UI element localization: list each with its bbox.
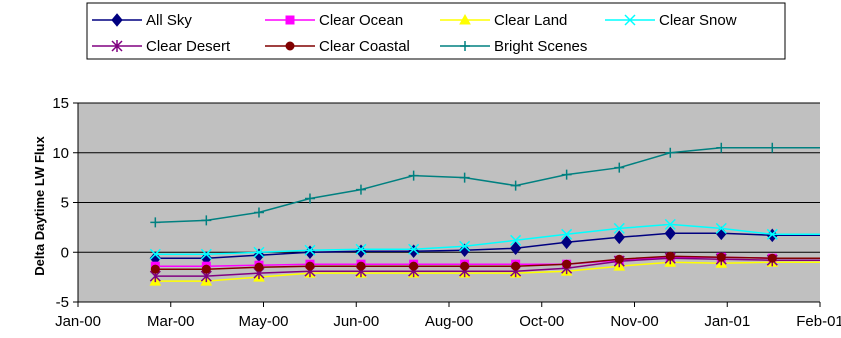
data-point [767,253,777,263]
gridlines [78,102,820,253]
data-point [355,243,367,255]
data-point [560,235,573,250]
y-tick-label: 5 [61,195,69,212]
data-point [409,261,419,271]
data-point [285,15,295,25]
data-point [509,241,522,256]
data-point [304,193,315,204]
y-tick-label: 15 [52,95,69,112]
data-point [665,251,675,261]
data-point [613,222,625,234]
data-point [408,170,419,181]
data-point [356,261,366,271]
series-line [155,261,820,282]
legend-label: All Sky [146,12,192,29]
data-point [150,264,160,274]
data-point [614,162,625,173]
legend-entry: Clear Desert [92,38,231,55]
series-clear-coastal [150,251,820,274]
data-point [460,261,470,271]
data-point [355,184,366,195]
data-point [767,142,778,153]
data-point [200,248,212,260]
data-point [561,228,573,240]
y-axis-label: Delta Daytime LW Flux [32,136,47,276]
data-point [459,13,471,25]
data-point [459,240,471,252]
data-point [716,142,727,153]
legend-label: Clear Ocean [319,12,403,29]
data-point [715,222,727,234]
y-tick-label: -5 [56,294,69,311]
series-group [149,142,820,286]
data-point [253,246,265,258]
data-point [253,207,264,218]
legend-entry: Clear Land [440,12,567,29]
data-point [285,41,295,51]
legend-box [86,2,786,60]
data-point [201,215,212,226]
data-point [408,243,420,255]
legend: All Sky Clear Ocean Clear Land Clear Snow Cl… [86,2,786,60]
y-tick-label: 0 [61,244,69,261]
x-tick-label: Mar-00 [147,313,195,330]
data-point [460,41,470,51]
data-point [562,259,572,269]
legend-entry: Clear Snow [605,12,737,29]
x-tick-label: Jan-01 [704,313,750,330]
series-line [155,255,820,270]
data-point [459,172,470,183]
y-tick-label: 10 [52,145,69,162]
series-all-sky [149,226,820,266]
legend-label: Clear Snow [659,12,737,29]
series-bright-scenes [150,142,820,228]
data-point [664,218,676,230]
data-point [458,243,471,258]
data-point [149,248,161,260]
x-tick-label: Aug-00 [425,313,473,330]
series-line [155,232,820,259]
x-tick-label: Oct-00 [519,313,564,330]
axes: -5 0 5 10 15 Jan-00 Mar-00 May-00 Jun-00 Aug-00 Oc… [52,95,841,330]
data-point [664,226,676,241]
legend-label: Clear Land [494,12,567,29]
data-point [150,217,161,228]
data-point [716,252,726,262]
data-point [201,264,211,274]
x-tick-label: Feb-01 [796,313,841,330]
x-tick-label: May-00 [238,313,288,330]
data-point [254,262,264,272]
data-point [111,13,123,27]
legend-label: Clear Coastal [319,38,410,55]
legend-entry: Bright Scenes [440,38,587,55]
data-point [614,254,624,264]
data-point [665,147,676,158]
x-tick-label: Nov-00 [610,313,658,330]
data-point [511,261,521,271]
data-point [624,14,636,26]
series-line [155,223,820,255]
data-point [510,234,522,246]
series-line [155,147,820,224]
x-tick-label: Jan-00 [55,313,101,330]
series-line [155,257,820,277]
data-point [111,40,123,52]
data-point [305,261,315,271]
series-clear-snow [149,218,820,260]
data-point [510,180,521,191]
data-point [613,230,625,245]
legend-entry: All Sky [92,12,192,29]
legend-entry: Clear Ocean [265,12,403,29]
data-point [766,228,778,240]
legend-entry: Clear Coastal [265,38,410,55]
data-point [561,169,572,180]
legend-label: Clear Desert [146,38,231,55]
legend-label: Bright Scenes [494,38,587,55]
data-point [304,244,316,256]
x-tick-label: Jun-00 [333,313,379,330]
